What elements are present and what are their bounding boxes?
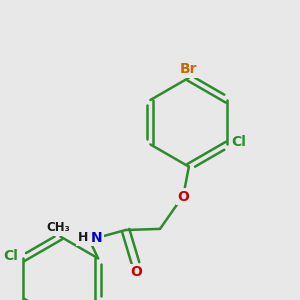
Text: Cl: Cl xyxy=(231,135,246,149)
Text: N: N xyxy=(90,231,102,245)
Text: H: H xyxy=(78,231,88,244)
Text: CH₃: CH₃ xyxy=(46,221,70,234)
Text: O: O xyxy=(177,190,189,204)
Text: O: O xyxy=(131,265,142,279)
Text: Cl: Cl xyxy=(3,249,18,262)
Text: Br: Br xyxy=(180,62,198,76)
